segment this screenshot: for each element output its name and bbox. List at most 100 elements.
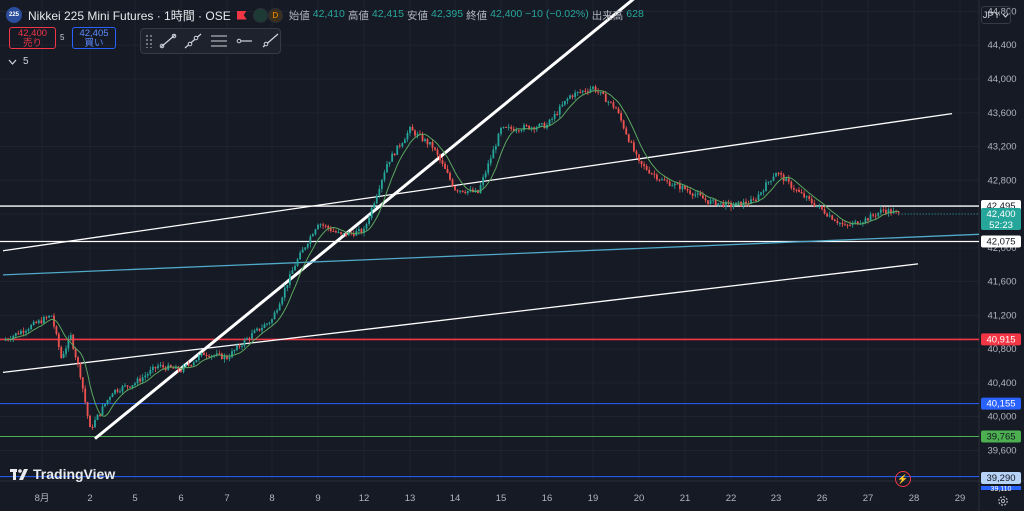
candle [363,228,365,234]
level-label: 40,155 [986,399,1015,410]
extended-line-tool-icon[interactable] [183,32,204,50]
y-tick-label: 43,600 [987,108,1016,119]
currency-selector[interactable]: JPY [981,6,1011,24]
candle [57,333,60,348]
candle [576,91,579,93]
x-tick-label: 28 [909,493,920,504]
low-label: 安値 [406,9,428,22]
candle [149,369,152,375]
candle [299,252,302,260]
candle [317,224,319,230]
candle [327,225,330,229]
candle [53,315,55,327]
candle [185,364,188,366]
candle [109,397,111,400]
trend-line [94,0,635,440]
candle [803,193,806,198]
candle [55,326,58,334]
chart-title[interactable]: Nikkei 225 Mini Futures · 1時間 · OSE [28,8,231,23]
candle [421,134,424,141]
candle [311,234,314,237]
candle [617,108,620,114]
candle [661,179,663,181]
candle [653,173,656,175]
candle [393,153,396,155]
currency-label: JPY [982,9,1001,21]
candle [218,353,221,355]
y-tick-label: 44,800 [987,6,1016,17]
candle [106,399,109,405]
level-label-box [981,430,1021,443]
x-tick-label: 21 [680,493,691,504]
parallel-channel-tool-icon[interactable] [208,32,229,50]
candle [114,389,116,394]
candle [681,185,684,190]
horizontal-ray-tool-icon[interactable] [234,32,255,50]
trend-line-tool-icon[interactable] [157,32,178,50]
sell-button[interactable]: 42,400 売り [9,27,56,49]
candle [869,214,872,221]
candle [833,219,836,222]
candle [838,222,841,224]
candle [602,91,605,95]
candle [487,163,490,173]
candle [180,370,182,372]
candle [391,153,394,162]
candle [197,355,200,360]
candle [604,94,607,103]
candle [236,345,238,351]
candle [74,348,77,358]
x-tick-label: 27 [863,493,874,504]
candle [146,374,149,376]
candle [813,203,816,207]
candle [233,350,236,352]
candle [14,333,17,336]
candle [696,193,699,195]
buy-button[interactable]: 42,405 買い [72,27,116,49]
candle [785,178,788,182]
candle [154,366,157,369]
flag-icon[interactable] [236,10,247,20]
ray-tool-icon[interactable] [260,32,281,50]
candle [691,193,694,196]
candle [890,209,892,214]
candle [256,328,258,331]
candle [446,168,449,173]
chevron-down-icon[interactable] [8,59,17,65]
candle [528,125,531,130]
drag-handle-icon[interactable] [145,34,153,48]
tradingview-logo[interactable]: TradingView [10,466,115,482]
candle [370,207,373,218]
drawing-toolbar [140,28,281,54]
indicator-legend[interactable]: 5 [8,56,29,67]
candle [770,180,772,182]
candle [136,378,139,384]
candle [622,120,625,129]
candle [558,106,561,115]
status-dots: D [252,7,283,23]
candle [373,203,376,208]
candle [543,123,546,129]
candle [94,419,96,428]
candle [704,198,707,201]
candle [597,91,600,93]
open-label: 始値 [288,9,310,22]
candle [492,149,495,159]
candle [760,192,762,195]
candle [701,195,704,199]
candle [157,365,159,369]
x-tick-label: 22 [726,493,737,504]
candle [648,169,651,174]
candle [99,414,101,416]
candle [22,331,25,333]
settings-gear-icon[interactable] [997,495,1009,507]
candle [775,173,777,177]
candle [380,179,383,189]
candle [846,224,849,226]
candle [745,201,747,204]
candle [569,95,571,99]
candle [707,200,709,204]
candle [800,192,803,194]
lightning-icon[interactable]: ⚡ [895,471,911,487]
